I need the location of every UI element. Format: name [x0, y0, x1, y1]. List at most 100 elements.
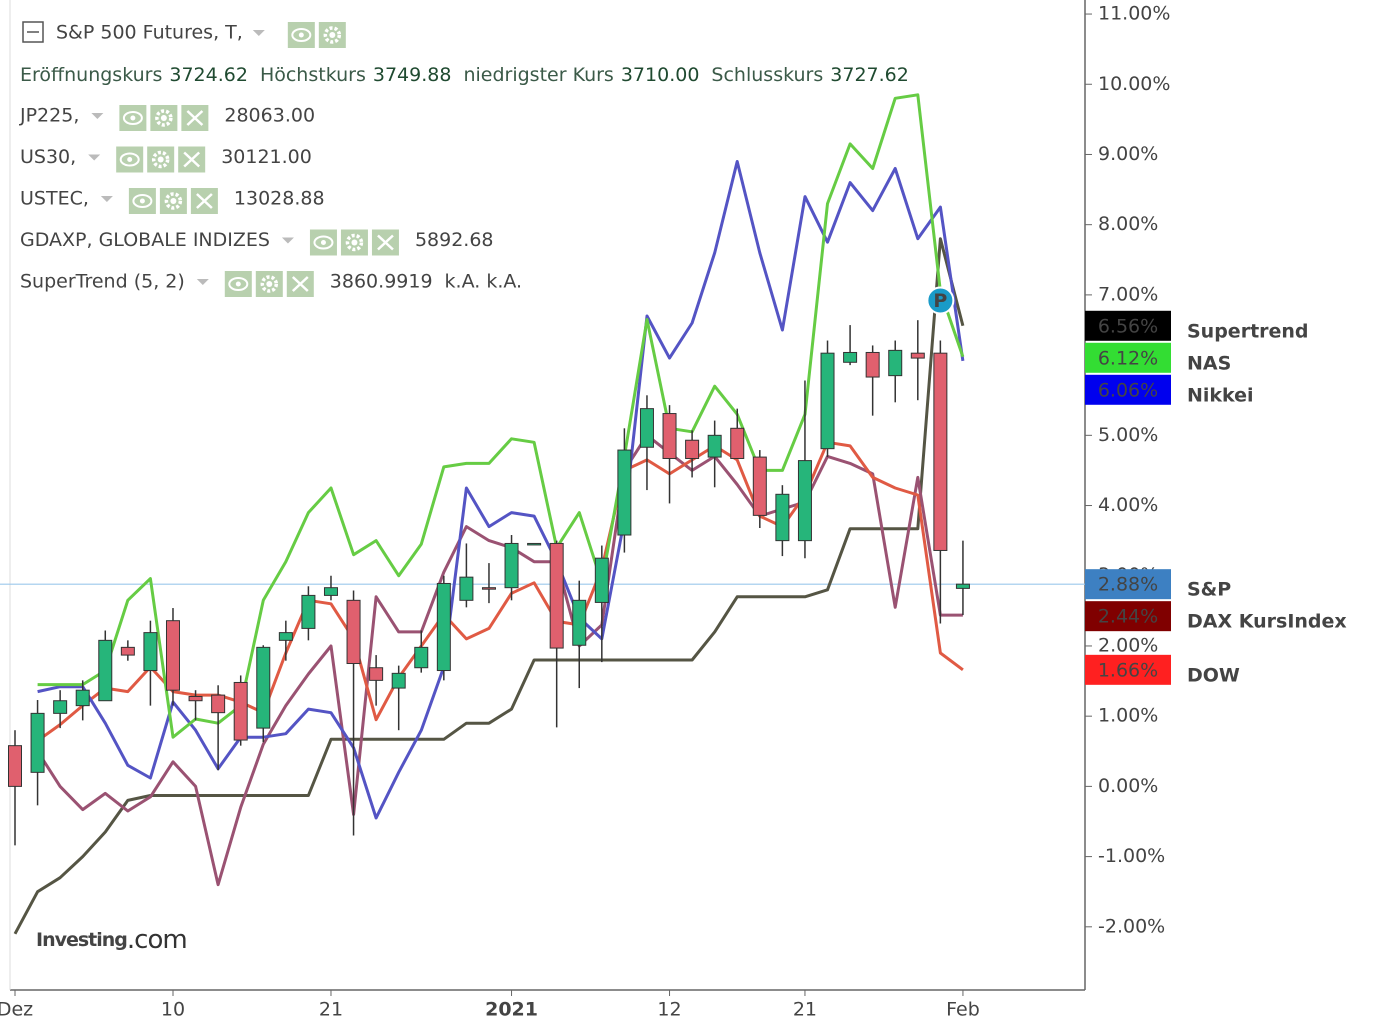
- candle-body: [369, 667, 384, 681]
- y-tick-label: 11.00%: [1098, 3, 1170, 25]
- dropdown-caret: [88, 154, 101, 161]
- y-tick-label: -2.00%: [1098, 915, 1165, 937]
- ohlc-label: Schlusskurs: [711, 64, 823, 86]
- marker-circle: [926, 286, 955, 315]
- x-tick-label: 2021: [485, 999, 538, 1021]
- candle-body: [730, 427, 745, 459]
- gear-hub: [266, 281, 273, 287]
- candle-body: [414, 646, 429, 669]
- gear-hub: [351, 239, 358, 246]
- dropdown-caret: [196, 279, 209, 285]
- series-name: NAS: [1187, 352, 1231, 374]
- close-icon: [183, 151, 201, 168]
- gear-hub: [329, 32, 336, 38]
- gear-hub: [170, 198, 177, 204]
- eye-icon: [122, 111, 143, 125]
- candle-body: [256, 646, 271, 729]
- x-tick-label: Feb: [946, 999, 980, 1021]
- candle-body: [459, 576, 474, 601]
- end-label-box: [1085, 374, 1171, 405]
- candle-body: [549, 542, 564, 649]
- candle-body: [865, 351, 880, 378]
- gear-icon: [345, 233, 364, 252]
- end-label-box: [1085, 601, 1171, 632]
- candle-body: [98, 639, 113, 702]
- eye-pupil: [298, 32, 304, 38]
- gear-hub: [160, 115, 167, 121]
- y-tick-label: 2.00%: [1098, 634, 1158, 656]
- series-line: [13, 237, 965, 935]
- candle-body: [165, 620, 180, 691]
- candle-body: [120, 646, 135, 656]
- x-tick-label: 21: [319, 999, 343, 1021]
- end-label-box: [1085, 310, 1171, 341]
- legend-symbol: GDAXP, GLOBALE INDIZES: [20, 229, 270, 251]
- legend-quote: 30121.00: [221, 146, 312, 168]
- candle-body: [639, 408, 654, 448]
- candle-body: [933, 352, 948, 551]
- y-tick-label: 4.00%: [1098, 494, 1158, 516]
- y-tick-label: -1.00%: [1098, 845, 1165, 867]
- dropdown-caret: [100, 196, 113, 202]
- close-icon: [291, 276, 309, 292]
- logo: Investing.com: [36, 925, 187, 955]
- candle-body: [843, 351, 858, 363]
- legend-quote: 5892.68: [415, 229, 494, 251]
- logo-main: Investing: [36, 929, 127, 951]
- eye-pupil: [139, 198, 145, 204]
- legend-quote: 28063.00: [224, 105, 315, 127]
- ohlc-label: Eröffnungskurs: [20, 64, 162, 86]
- collapse-button[interactable]: [22, 21, 44, 43]
- end-label: 2.44%: [1098, 606, 1158, 628]
- close-icon: [196, 193, 213, 209]
- candle-body: [53, 700, 68, 714]
- candle-body: [323, 587, 338, 596]
- y-tick-label: 0.00%: [1098, 775, 1158, 797]
- candle-body: [436, 582, 451, 672]
- series-name: DAX KursIndex: [1187, 611, 1347, 633]
- eye-icon: [228, 277, 249, 291]
- candle-body: [346, 599, 361, 665]
- marker-label: P: [933, 290, 947, 312]
- y-tick-label: 1.00%: [1098, 705, 1158, 727]
- ohlc-row: Eröffnungskurs 3724.62 Höchstkurs 3749.88 ni…: [20, 64, 909, 86]
- series-name: DOW: [1187, 664, 1240, 686]
- candle-body: [8, 745, 22, 787]
- candle-body: [301, 594, 316, 629]
- x-tick-label: Dez: [0, 999, 33, 1021]
- candle-body: [211, 694, 226, 714]
- gear-icon: [323, 26, 342, 44]
- candle-body: [572, 599, 587, 646]
- candle-body: [504, 542, 519, 589]
- eye-pupil: [320, 240, 326, 245]
- logo-suffix: .com: [127, 925, 187, 955]
- end-label-box: [1085, 342, 1171, 373]
- eye-icon: [313, 235, 334, 250]
- gear-icon: [260, 275, 279, 293]
- x-tick-label: 21: [793, 999, 817, 1021]
- ohlc-value: 3727.62: [830, 64, 909, 86]
- end-label: 6.56%: [1098, 315, 1158, 337]
- chart-title: S&P 500 Futures, T,: [56, 22, 243, 44]
- candle-body: [707, 434, 722, 458]
- eye-icon: [291, 28, 312, 42]
- end-label: 6.12%: [1098, 347, 1158, 369]
- candle-body: [30, 712, 45, 773]
- gear-icon: [164, 192, 183, 210]
- gear-icon: [151, 150, 170, 169]
- ohlc-value: 3710.00: [621, 64, 700, 86]
- candle-body: [662, 413, 677, 459]
- x-tick-label: 12: [657, 999, 681, 1021]
- candle-body: [143, 632, 158, 672]
- end-label-box: [1085, 569, 1171, 600]
- eye-icon: [132, 194, 153, 208]
- close-icon: [186, 110, 204, 126]
- legend-extra: k.A. k.A.: [445, 271, 523, 293]
- y-tick-label: 7.00%: [1098, 283, 1158, 305]
- close-icon: [377, 234, 394, 251]
- candle-body: [233, 681, 248, 741]
- candle-body: [527, 542, 542, 546]
- legend-symbol: SuperTrend (5, 2): [20, 271, 185, 293]
- gear-hub: [157, 156, 164, 163]
- end-label: 6.06%: [1098, 379, 1158, 401]
